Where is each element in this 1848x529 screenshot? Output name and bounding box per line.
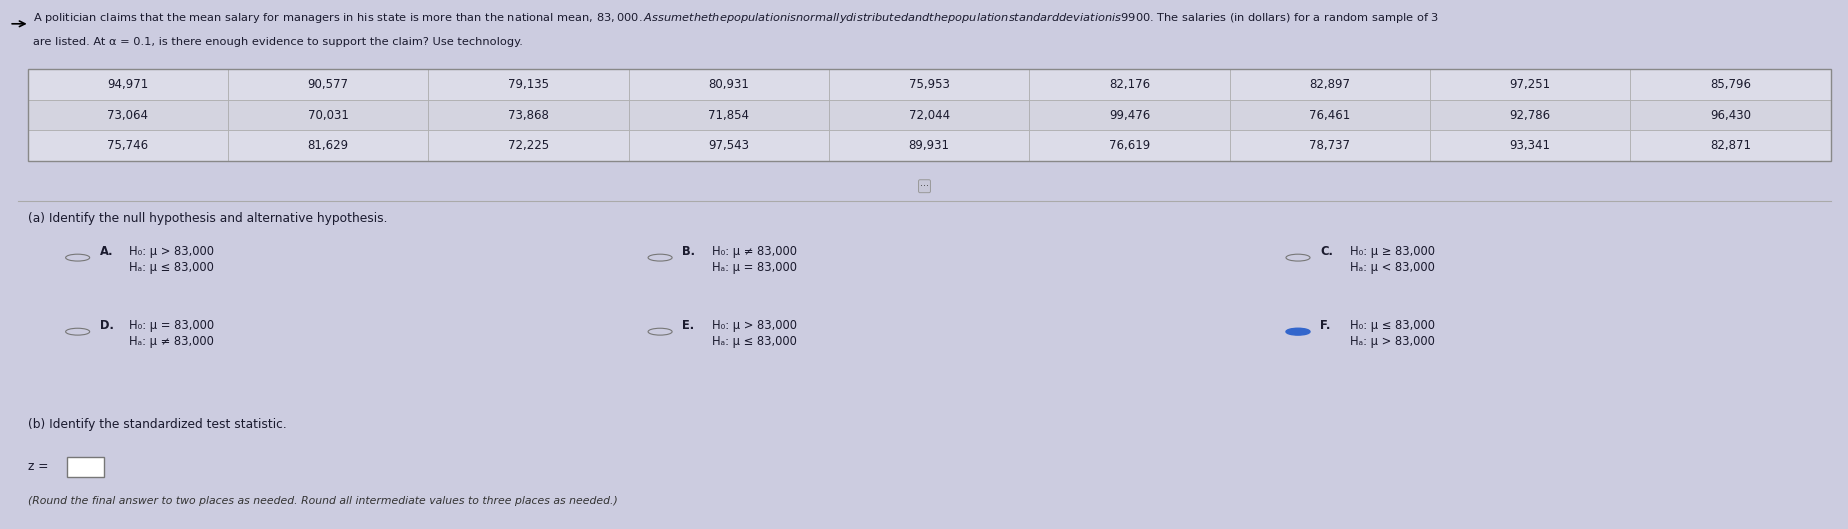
Text: 80,931: 80,931 xyxy=(708,78,748,90)
Text: A.: A. xyxy=(100,245,113,258)
Circle shape xyxy=(67,328,91,335)
Text: Hₐ: μ < 83,000: Hₐ: μ < 83,000 xyxy=(1349,261,1434,273)
Text: 82,897: 82,897 xyxy=(1308,78,1349,90)
Text: (Round the final answer to two places as needed. Round all intermediate values t: (Round the final answer to two places as… xyxy=(28,496,617,506)
FancyBboxPatch shape xyxy=(1630,99,1830,131)
FancyBboxPatch shape xyxy=(429,99,628,131)
Circle shape xyxy=(1286,254,1308,261)
Text: are listed. At α = 0.1, is there enough evidence to support the claim? Use techn: are listed. At α = 0.1, is there enough … xyxy=(33,37,523,47)
FancyBboxPatch shape xyxy=(1429,131,1630,161)
Text: 71,854: 71,854 xyxy=(708,108,748,122)
FancyBboxPatch shape xyxy=(28,99,227,131)
FancyBboxPatch shape xyxy=(28,69,227,99)
FancyBboxPatch shape xyxy=(67,457,103,477)
Text: Hₐ: μ = 83,000: Hₐ: μ = 83,000 xyxy=(711,261,796,273)
FancyBboxPatch shape xyxy=(828,69,1029,99)
Text: 97,251: 97,251 xyxy=(1508,78,1550,90)
Text: 82,871: 82,871 xyxy=(1709,140,1750,152)
Text: 99,476: 99,476 xyxy=(1109,108,1149,122)
FancyBboxPatch shape xyxy=(1630,69,1830,99)
Circle shape xyxy=(647,254,671,261)
Circle shape xyxy=(647,328,671,335)
Text: Hₐ: μ ≠ 83,000: Hₐ: μ ≠ 83,000 xyxy=(129,335,214,348)
Text: H₀: μ ≤ 83,000: H₀: μ ≤ 83,000 xyxy=(1349,319,1434,332)
Text: 96,430: 96,430 xyxy=(1709,108,1750,122)
FancyBboxPatch shape xyxy=(628,131,828,161)
Text: 78,737: 78,737 xyxy=(1308,140,1349,152)
Text: A politician claims that the mean salary for managers in his state is more than : A politician claims that the mean salary… xyxy=(33,11,1438,24)
Text: 76,619: 76,619 xyxy=(1109,140,1149,152)
FancyBboxPatch shape xyxy=(828,131,1029,161)
Text: H₀: μ ≥ 83,000: H₀: μ ≥ 83,000 xyxy=(1349,245,1434,258)
Text: C.: C. xyxy=(1319,245,1332,258)
FancyBboxPatch shape xyxy=(1429,99,1630,131)
FancyBboxPatch shape xyxy=(1029,131,1229,161)
FancyBboxPatch shape xyxy=(1229,99,1429,131)
FancyBboxPatch shape xyxy=(429,69,628,99)
Text: H₀: μ ≠ 83,000: H₀: μ ≠ 83,000 xyxy=(711,245,796,258)
Text: 97,543: 97,543 xyxy=(708,140,748,152)
Text: D.: D. xyxy=(100,319,115,332)
Text: 94,971: 94,971 xyxy=(107,78,148,90)
Text: 70,031: 70,031 xyxy=(307,108,349,122)
Text: 79,135: 79,135 xyxy=(508,78,549,90)
FancyBboxPatch shape xyxy=(1429,69,1630,99)
Text: H₀: μ = 83,000: H₀: μ = 83,000 xyxy=(129,319,214,332)
Text: 93,341: 93,341 xyxy=(1508,140,1550,152)
Text: 82,176: 82,176 xyxy=(1109,78,1149,90)
Text: 73,064: 73,064 xyxy=(107,108,148,122)
Text: (b) Identify the standardized test statistic.: (b) Identify the standardized test stati… xyxy=(28,418,286,431)
Text: 72,044: 72,044 xyxy=(907,108,950,122)
FancyBboxPatch shape xyxy=(628,99,828,131)
FancyBboxPatch shape xyxy=(227,99,429,131)
FancyBboxPatch shape xyxy=(227,131,429,161)
Circle shape xyxy=(67,254,91,261)
Text: 72,225: 72,225 xyxy=(508,140,549,152)
Text: E.: E. xyxy=(682,319,695,332)
Text: 81,629: 81,629 xyxy=(307,140,349,152)
FancyBboxPatch shape xyxy=(28,131,227,161)
Text: Hₐ: μ > 83,000: Hₐ: μ > 83,000 xyxy=(1349,335,1434,348)
Text: 89,931: 89,931 xyxy=(907,140,950,152)
Text: H₀: μ > 83,000: H₀: μ > 83,000 xyxy=(129,245,214,258)
Text: Hₐ: μ ≤ 83,000: Hₐ: μ ≤ 83,000 xyxy=(129,261,214,273)
Text: H₀: μ > 83,000: H₀: μ > 83,000 xyxy=(711,319,796,332)
FancyBboxPatch shape xyxy=(429,131,628,161)
FancyBboxPatch shape xyxy=(1029,69,1229,99)
Text: 76,461: 76,461 xyxy=(1308,108,1349,122)
Text: 85,796: 85,796 xyxy=(1709,78,1750,90)
Text: 75,953: 75,953 xyxy=(907,78,950,90)
FancyBboxPatch shape xyxy=(1229,69,1429,99)
FancyBboxPatch shape xyxy=(828,99,1029,131)
Text: (a) Identify the null hypothesis and alternative hypothesis.: (a) Identify the null hypothesis and alt… xyxy=(28,212,386,225)
Text: 90,577: 90,577 xyxy=(307,78,349,90)
Text: 73,868: 73,868 xyxy=(508,108,549,122)
Text: 92,786: 92,786 xyxy=(1508,108,1550,122)
FancyBboxPatch shape xyxy=(628,69,828,99)
Circle shape xyxy=(1286,328,1308,335)
FancyBboxPatch shape xyxy=(227,69,429,99)
Text: 75,746: 75,746 xyxy=(107,140,148,152)
Text: z =: z = xyxy=(28,460,48,473)
FancyBboxPatch shape xyxy=(1229,131,1429,161)
Text: F.: F. xyxy=(1319,319,1331,332)
Text: Hₐ: μ ≤ 83,000: Hₐ: μ ≤ 83,000 xyxy=(711,335,796,348)
Text: B.: B. xyxy=(682,245,695,258)
FancyBboxPatch shape xyxy=(1630,131,1830,161)
FancyBboxPatch shape xyxy=(1029,99,1229,131)
Text: ···: ··· xyxy=(920,181,928,191)
